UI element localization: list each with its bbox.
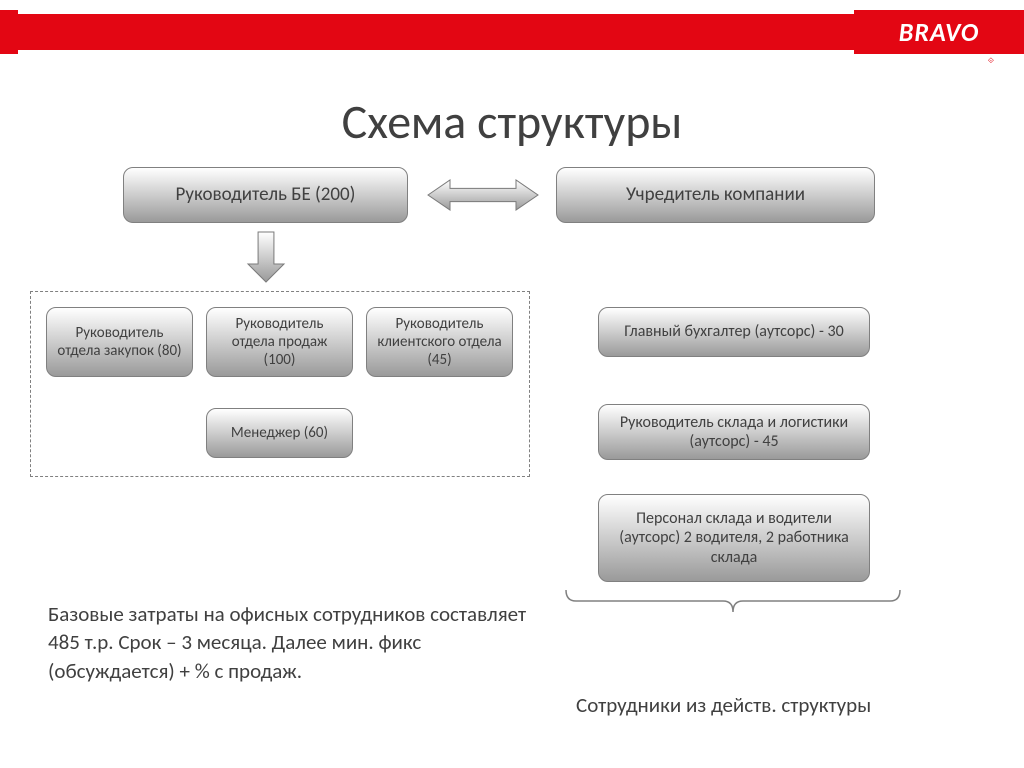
brand-logo: BRAVO (854, 10, 1024, 54)
header-bar: BRAVO (0, 10, 1024, 54)
double-arrow-icon (428, 180, 538, 210)
node-label: Менеджер (60) (231, 424, 328, 442)
node-lead-be: Руководитель БЕ (200) (123, 167, 408, 223)
node-label: Руководитель отдела продаж (100) (215, 315, 344, 369)
node-client: Руководитель клиентского отдела (45) (366, 307, 513, 377)
node-label: Персонал склада и водители (аутсорс) 2 в… (607, 509, 861, 567)
brace-caption: Сотрудники из действ. структуры (576, 692, 871, 718)
brand-sublogo: ⟐ (988, 56, 994, 66)
down-arrow-icon (248, 232, 284, 282)
header-main-strip (18, 14, 854, 50)
node-manager: Менеджер (60) (206, 408, 353, 458)
node-label: Руководитель клиентского отдела (45) (375, 315, 504, 369)
node-warehouse: Руководитель склада и логистики (аутсорс… (598, 404, 870, 460)
brand-logo-text: BRAVO (899, 16, 979, 48)
node-label: Руководитель склада и логистики (аутсорс… (607, 413, 861, 451)
node-founder: Учредитель компании (556, 167, 875, 223)
node-label: Главный бухгалтер (аутсорс) - 30 (624, 322, 844, 341)
node-purchasing: Руководитель отдела закупок (80) (46, 307, 193, 377)
footer-note: Базовые затраты на офисных сотрудников с… (48, 600, 548, 685)
curly-brace-icon (566, 590, 900, 612)
page-title: Схема структуры (0, 92, 1024, 151)
node-sales: Руководитель отдела продаж (100) (206, 307, 353, 377)
node-label: Учредитель компании (626, 184, 805, 207)
header-accent-strip (0, 10, 18, 54)
node-accountant: Главный бухгалтер (аутсорс) - 30 (598, 307, 870, 357)
node-label: Руководитель отдела закупок (80) (55, 324, 184, 360)
node-staff: Персонал склада и водители (аутсорс) 2 в… (598, 494, 870, 582)
node-label: Руководитель БЕ (200) (176, 184, 356, 207)
